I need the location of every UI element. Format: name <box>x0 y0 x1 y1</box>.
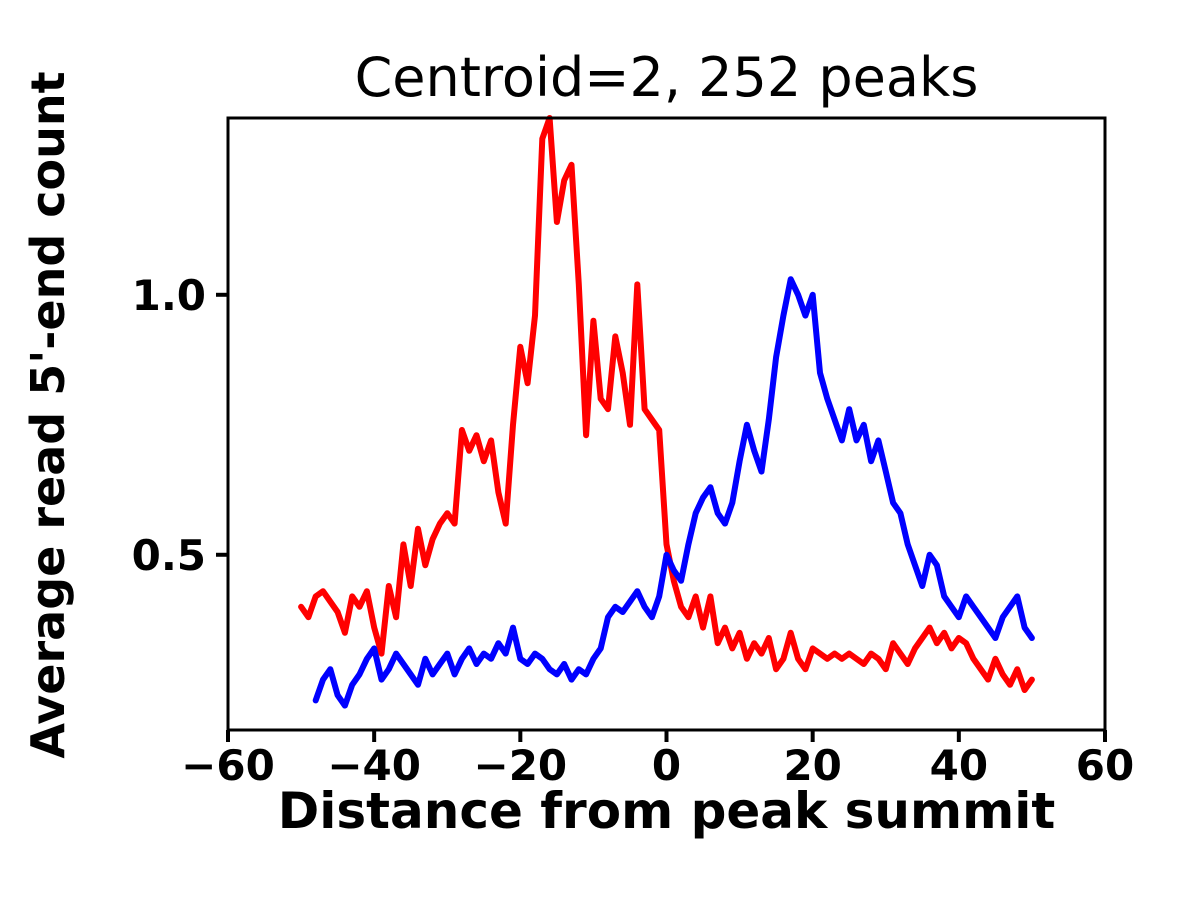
red-series-line <box>298 115 1035 693</box>
x-tick-label: 40 <box>930 741 988 790</box>
blue-series-line <box>312 276 1035 709</box>
x-tick-label: −40 <box>327 741 421 790</box>
y-tick-label: 0.5 <box>132 531 206 580</box>
x-tick-label: 0 <box>652 741 681 790</box>
x-tick-label: −20 <box>474 741 568 790</box>
x-tick-label: −60 <box>181 741 275 790</box>
x-tick-label: 60 <box>1076 741 1134 790</box>
chart-title: Centroid=2, 252 peaks <box>354 46 979 109</box>
y-axis-label: Average read 5'-end count <box>21 71 75 759</box>
axes-frame <box>226 116 1107 732</box>
y-tick-label: 1.0 <box>132 271 206 320</box>
x-axis-label: Distance from peak summit <box>277 782 1056 840</box>
x-tick-label: 20 <box>783 741 841 790</box>
